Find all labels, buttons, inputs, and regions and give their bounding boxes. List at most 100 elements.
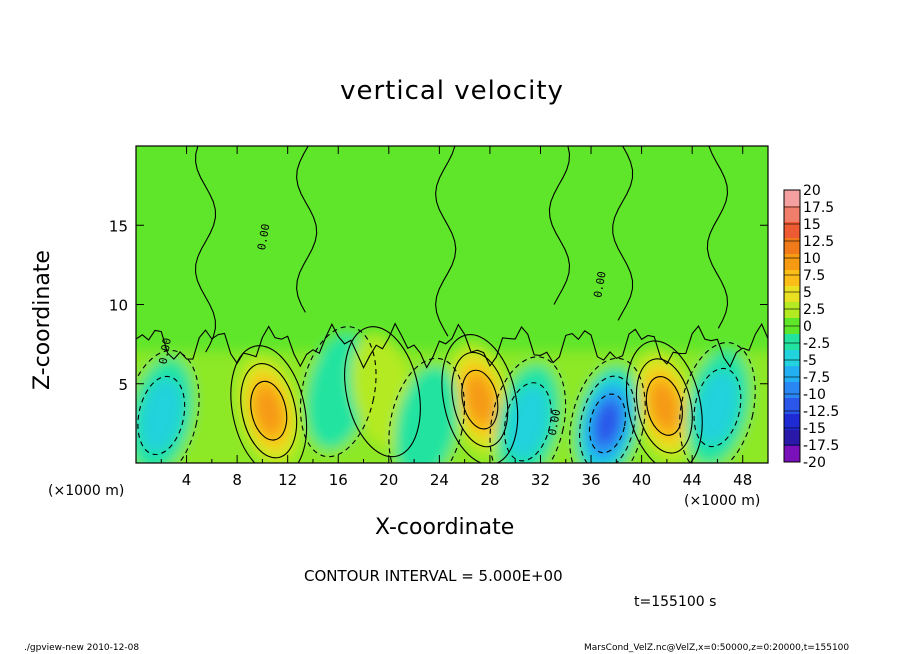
- contour-3-2: [588, 393, 626, 454]
- contour-0-0: [230, 345, 308, 463]
- colorbar-label: -17.5: [803, 438, 839, 454]
- contour-4-1: [503, 382, 552, 462]
- x-axis-label: X-coordinate: [375, 515, 515, 540]
- contour-3-0: [569, 357, 646, 463]
- colorbar-label: -5: [803, 353, 817, 369]
- colorbar-swatch: [784, 334, 800, 351]
- contour-5-0: [136, 349, 200, 463]
- x-unit-label-right: (×1000 m): [684, 493, 761, 509]
- colorbar-swatch: [784, 430, 800, 447]
- x-tick-label: 16: [329, 471, 348, 489]
- contour-2-0: [626, 340, 703, 463]
- colorbar-label: 17.5: [803, 200, 834, 216]
- contour-label: 0.00: [591, 270, 608, 298]
- x-tick-label: 28: [480, 471, 499, 489]
- colorbar-label: 12.5: [803, 234, 834, 250]
- contour-2-1: [635, 358, 693, 454]
- x-tick-label: 36: [581, 471, 600, 489]
- contour-5-1: [137, 375, 186, 456]
- contour-0-1: [240, 362, 298, 459]
- contour-1-1: [451, 351, 509, 448]
- contour-label: 0.00: [255, 223, 272, 251]
- contour-8-0: [344, 326, 421, 458]
- x-tick-label: 20: [379, 471, 398, 489]
- contour-3-1: [579, 375, 636, 463]
- y-tick-label: 10: [109, 297, 128, 315]
- field-blob-5-1: [140, 378, 183, 453]
- x-tick-label: 12: [278, 471, 297, 489]
- contour-7-1: [693, 367, 742, 448]
- contour-6-0: [299, 326, 377, 458]
- y-tick-label: 15: [109, 217, 128, 235]
- field-blob-7-1: [696, 370, 739, 445]
- colorbar-label: -7.5: [803, 370, 830, 386]
- colorbar-swatch: [784, 350, 800, 367]
- contour-label: 0.00: [156, 337, 173, 365]
- contour-plume-3: [548, 146, 571, 305]
- contour-0-2: [250, 380, 288, 441]
- colorbar-swatch: [784, 414, 800, 431]
- colorbar-swatch: [784, 190, 800, 207]
- colorbar-swatch: [784, 222, 800, 239]
- x-tick-label: 32: [531, 471, 550, 489]
- colorbar-label: 10: [803, 251, 821, 267]
- contour-1-2: [461, 369, 499, 430]
- colorbar-swatch: [784, 398, 800, 415]
- contour-zero: [136, 322, 768, 369]
- plot-field: [136, 146, 768, 463]
- contour-2-2: [645, 376, 683, 436]
- colorbar-label: -10: [803, 387, 826, 403]
- y-tick-label: 5: [118, 376, 128, 394]
- x-unit-label-left: (×1000 m): [48, 483, 125, 499]
- colorbar-swatch: [784, 366, 800, 383]
- contour-4-0: [489, 356, 567, 463]
- contour-1-0: [441, 334, 519, 463]
- contour-plume-1: [296, 146, 318, 313]
- footer-right: MarsCond_VelZ.nc@VelZ,x=0:50000,z=0:2000…: [584, 643, 850, 653]
- colorbar-label: -2.5: [803, 336, 830, 352]
- colorbar-label: -15: [803, 421, 826, 437]
- colorbar-swatch: [784, 270, 800, 287]
- colorbar-swatch: [784, 238, 800, 255]
- contour-label: 0.00: [546, 408, 563, 436]
- x-tick-label: 44: [683, 471, 702, 489]
- time-label: t=155100 s: [634, 594, 717, 610]
- contour-plume-5: [706, 146, 729, 329]
- contour-interval: CONTOUR INTERVAL = 5.000E+00: [304, 567, 563, 585]
- colorbar-label: 0: [803, 319, 812, 335]
- field-blob-1-3: [466, 375, 494, 424]
- field-blob-0-3: [255, 386, 283, 435]
- contour-plume-4: [612, 146, 634, 321]
- contour-plume-0: [195, 146, 217, 353]
- colorbar-swatch: [784, 286, 800, 303]
- colorbar-label: 2.5: [803, 302, 825, 318]
- colorbar-swatch: [784, 382, 800, 399]
- x-tick-label: 24: [430, 471, 449, 489]
- colorbar-swatch: [784, 206, 800, 223]
- x-tick-label: 4: [182, 471, 192, 489]
- colorbar-label: 15: [803, 217, 821, 233]
- x-tick-label: 40: [632, 471, 651, 489]
- colorbar-swatch: [784, 254, 800, 271]
- x-tick-label: 48: [733, 471, 752, 489]
- colorbar-swatch: [784, 446, 800, 463]
- colorbar-swatch: [784, 302, 800, 319]
- contour-7-0: [679, 341, 756, 463]
- contour-lines: 0.00 0.00 0.00 0.00: [136, 146, 768, 463]
- colorbar-label: -12.5: [803, 404, 839, 420]
- x-tick-label: 8: [232, 471, 242, 489]
- footer-left: ./gpview-new 2010-12-08: [24, 643, 140, 653]
- y-axis-label: Z-coordinate: [30, 250, 55, 390]
- colorbar-label: -20: [803, 455, 826, 471]
- field-blob-2-3: [650, 382, 679, 430]
- contour-9-0: [388, 357, 466, 463]
- chart-title: vertical velocity: [340, 76, 564, 106]
- contour-plume-2: [435, 146, 457, 337]
- field-blob-3-4: [595, 402, 620, 444]
- colorbar-label: 20: [803, 183, 821, 199]
- colorbar-label: 7.5: [803, 268, 825, 284]
- colorbar: 2017.51512.5107.552.50-2.5-5-7.5-10-12.5…: [783, 183, 839, 471]
- colorbar-label: 5: [803, 285, 812, 301]
